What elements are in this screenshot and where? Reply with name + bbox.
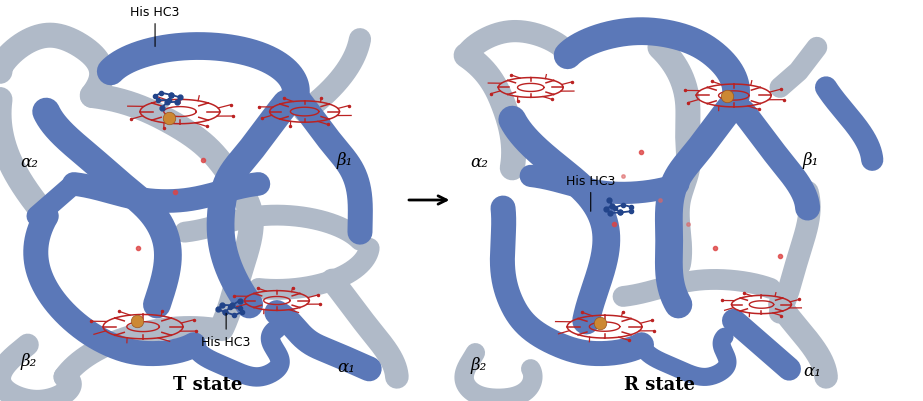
Text: β₂: β₂ — [471, 356, 487, 373]
Text: α₂: α₂ — [20, 154, 38, 171]
Text: His HC3: His HC3 — [566, 174, 616, 212]
Text: T state: T state — [173, 375, 243, 393]
Text: α₁: α₁ — [337, 358, 354, 375]
Text: β₁: β₁ — [337, 152, 354, 169]
Text: α₂: α₂ — [471, 154, 488, 171]
Text: His HC3: His HC3 — [130, 6, 180, 47]
Text: R state: R state — [625, 375, 695, 393]
Text: β₂: β₂ — [20, 352, 37, 369]
Text: His HC3: His HC3 — [201, 314, 251, 348]
Text: α₁: α₁ — [803, 363, 821, 379]
Text: β₁: β₁ — [803, 152, 820, 169]
